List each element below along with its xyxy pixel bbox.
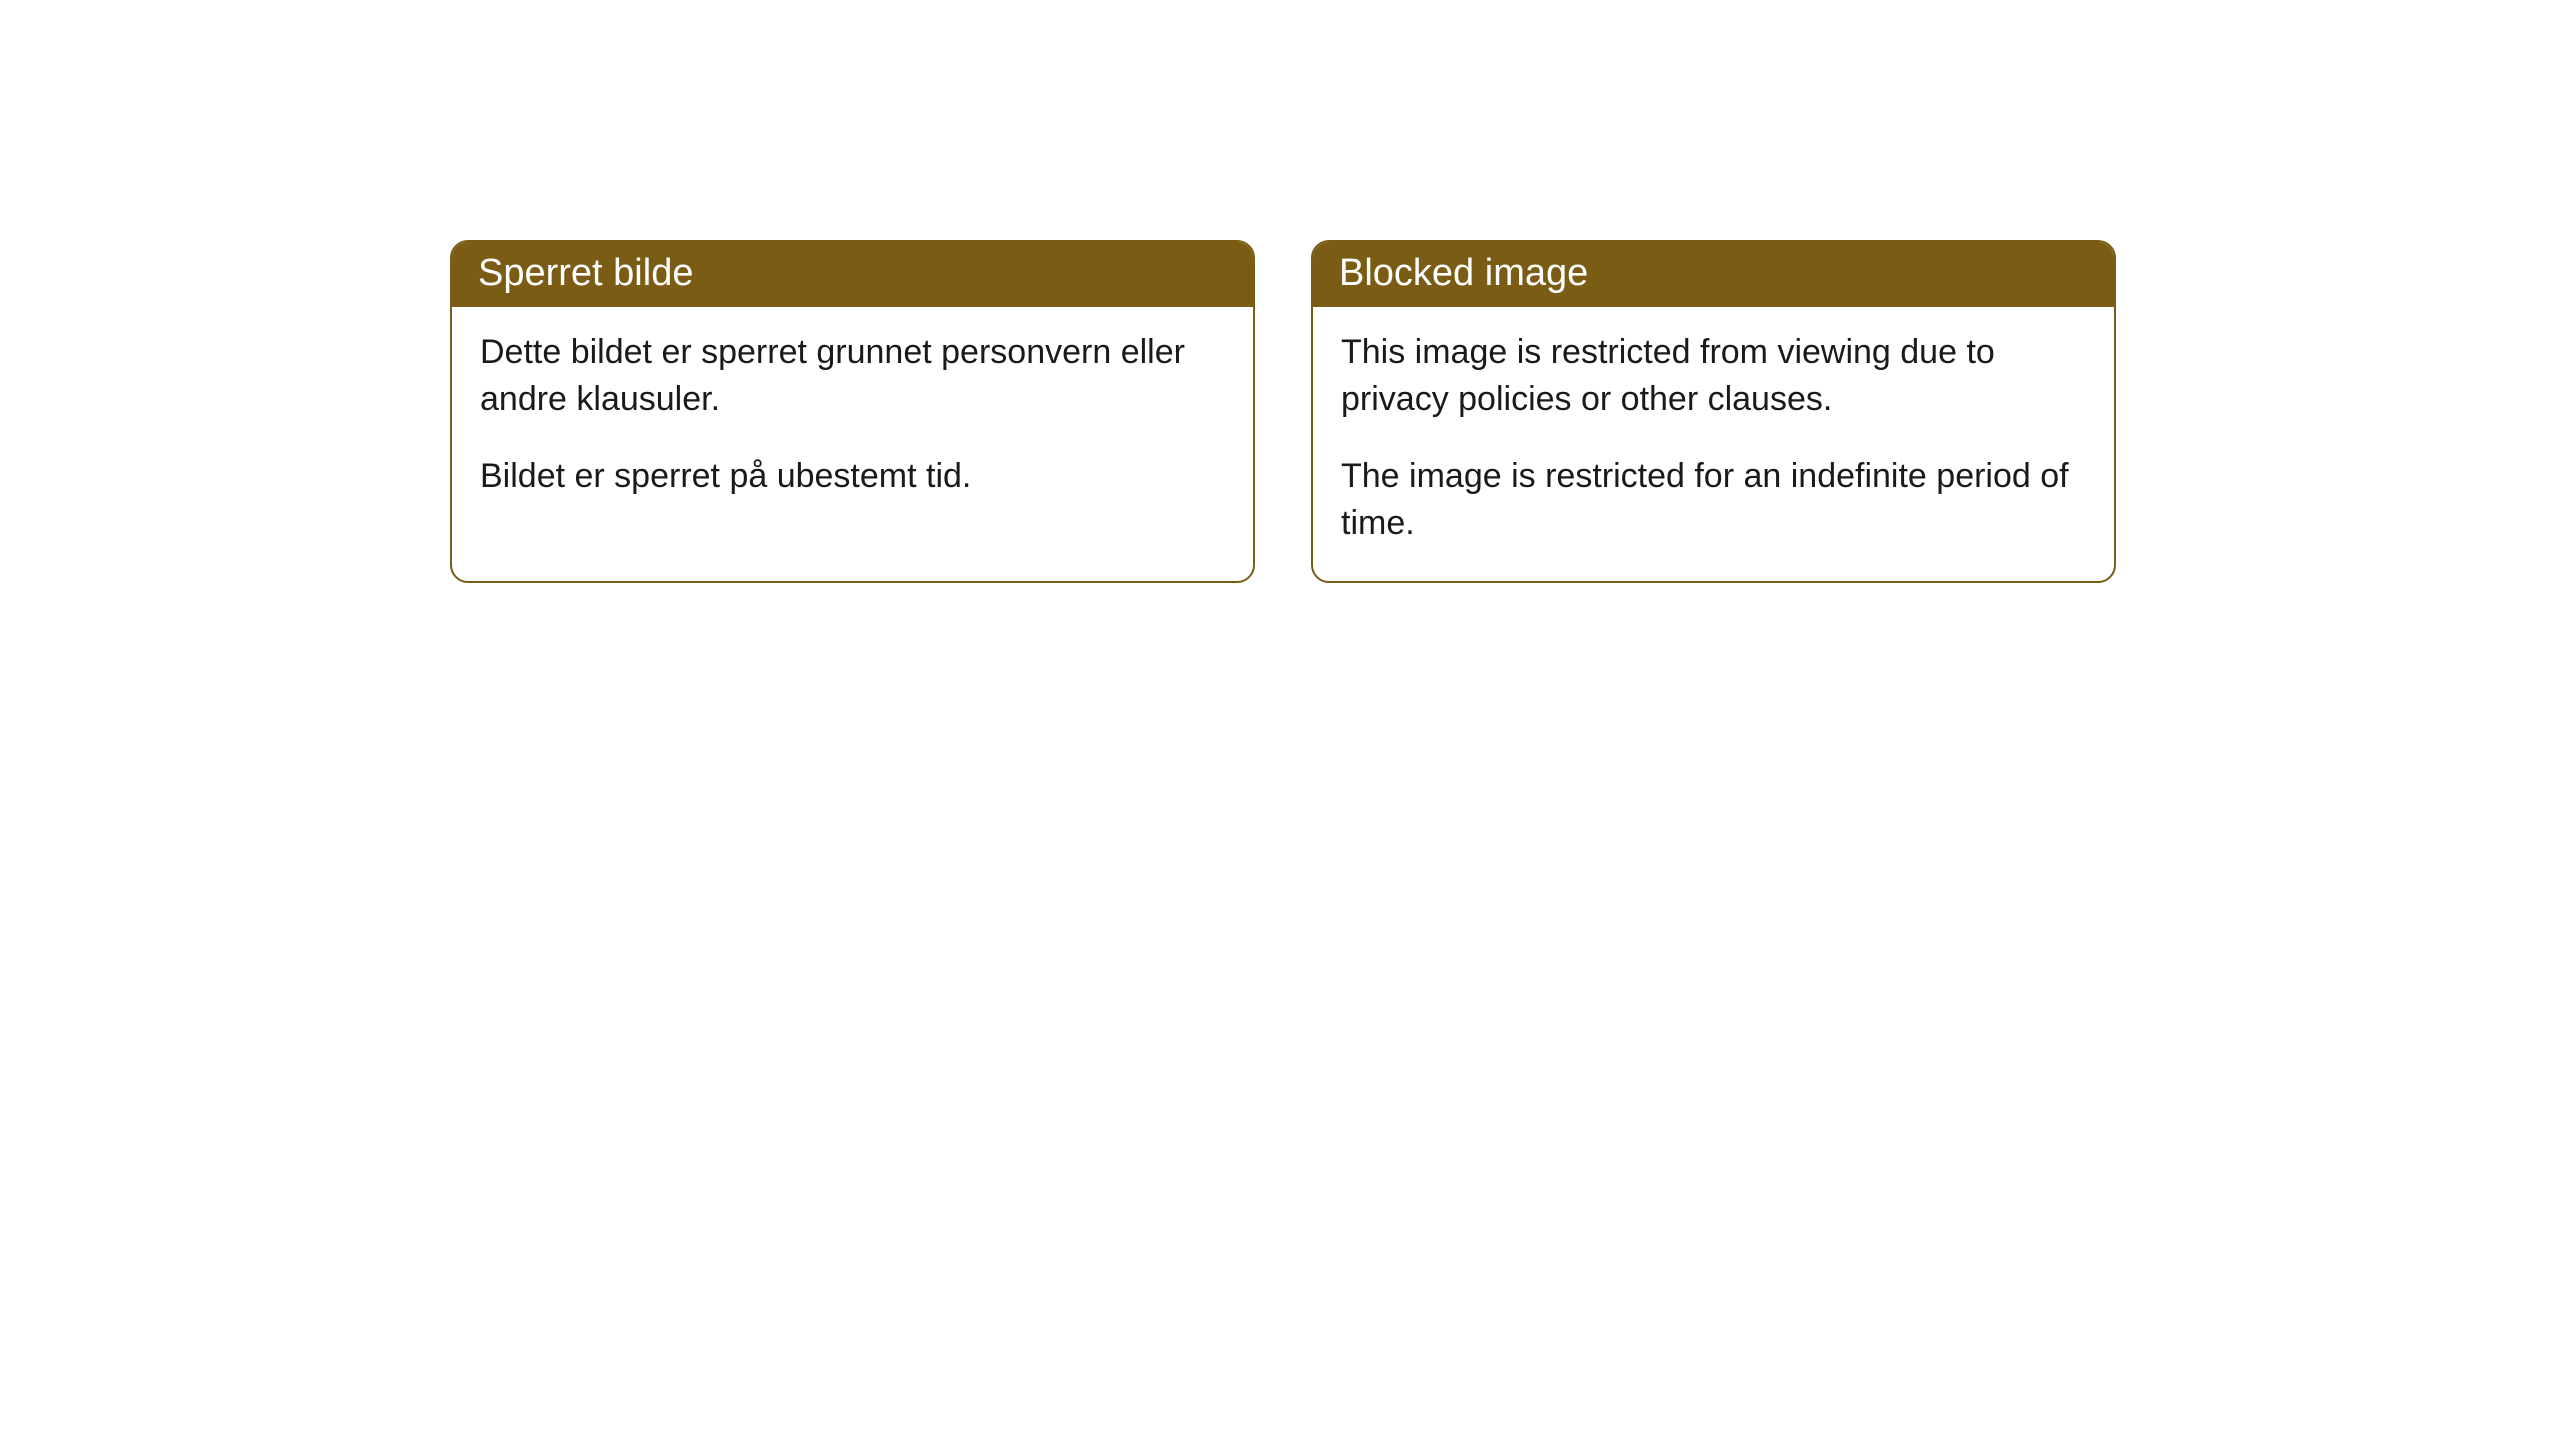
- card-body-english: This image is restricted from viewing du…: [1313, 307, 2114, 581]
- card-body-norwegian: Dette bildet er sperret grunnet personve…: [452, 307, 1253, 534]
- notice-cards-container: Sperret bilde Dette bildet er sperret gr…: [450, 240, 2116, 583]
- card-header-norwegian: Sperret bilde: [452, 242, 1253, 307]
- card-paragraph: Bildet er sperret på ubestemt tid.: [480, 453, 1225, 500]
- blocked-image-card-english: Blocked image This image is restricted f…: [1311, 240, 2116, 583]
- card-paragraph: Dette bildet er sperret grunnet personve…: [480, 329, 1225, 423]
- card-paragraph: This image is restricted from viewing du…: [1341, 329, 2086, 423]
- card-paragraph: The image is restricted for an indefinit…: [1341, 453, 2086, 547]
- blocked-image-card-norwegian: Sperret bilde Dette bildet er sperret gr…: [450, 240, 1255, 583]
- card-header-english: Blocked image: [1313, 242, 2114, 307]
